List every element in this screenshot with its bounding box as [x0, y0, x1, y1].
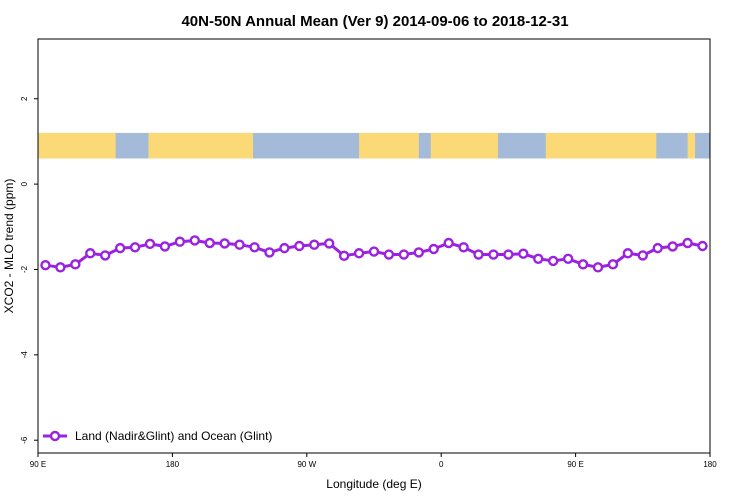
data-point — [458, 242, 469, 253]
chart-title: 40N-50N Annual Mean (Ver 9) 2014-09-06 t… — [181, 13, 568, 30]
y-tick-label: -6 — [20, 436, 29, 444]
data-point — [577, 259, 589, 270]
data-point — [697, 240, 708, 252]
data-point — [189, 235, 201, 246]
data-point — [667, 241, 678, 252]
data-point — [682, 237, 693, 249]
map-land — [687, 132, 696, 159]
y-tick-label: -4 — [20, 351, 29, 359]
data-point — [637, 250, 648, 261]
data-point — [324, 238, 335, 249]
map-land — [148, 132, 254, 159]
x-tick-label: 0 — [439, 460, 444, 469]
y-tick-label: 2 — [20, 96, 29, 101]
data-point — [503, 249, 514, 260]
data-point — [249, 242, 260, 253]
data-point — [533, 253, 544, 265]
data-point — [70, 259, 81, 270]
data-point — [85, 248, 96, 259]
data-point — [652, 242, 663, 254]
data-point — [383, 249, 395, 260]
series-layer — [40, 235, 708, 273]
x-tick-label: 90 W — [297, 460, 316, 469]
world-map-strip — [38, 132, 710, 159]
map-land — [359, 132, 419, 159]
data-point — [219, 238, 230, 249]
y-axis: 2 0 -2 -4 -6 — [20, 96, 38, 444]
map-land — [38, 132, 116, 159]
data-point — [368, 246, 380, 257]
legend-label: Land (Nadir&Glint) and Ocean (Glint) — [75, 429, 272, 443]
data-point — [159, 241, 171, 252]
legend: Land (Nadir&Glint) and Ocean (Glint) — [43, 429, 272, 443]
map-land — [430, 132, 498, 159]
data-point — [294, 240, 305, 252]
data-point — [204, 237, 215, 249]
y-tick-label: -2 — [20, 265, 29, 273]
data-point — [55, 262, 66, 273]
data-point — [443, 237, 454, 249]
data-point — [562, 253, 574, 265]
data-point — [518, 248, 529, 259]
data-point — [428, 243, 439, 255]
x-axis: 90 E 180 90 W 0 90 E 180 — [30, 453, 717, 469]
data-point — [279, 242, 290, 254]
data-point — [309, 239, 320, 250]
data-point — [174, 236, 186, 247]
map-land — [545, 132, 657, 159]
data-point — [234, 239, 245, 250]
x-tick-label: 90 E — [567, 460, 583, 469]
x-axis-label: Longitude (deg E) — [326, 477, 421, 491]
data-point — [99, 250, 111, 261]
data-point — [398, 249, 410, 260]
y-axis-label: XCO2 - MLO trend (ppm) — [2, 179, 16, 314]
x-tick-label: 90 E — [30, 460, 46, 469]
data-point — [338, 250, 350, 262]
data-point — [473, 249, 484, 260]
data-point — [264, 247, 275, 258]
data-point — [413, 247, 424, 258]
x-tick-label: 180 — [703, 460, 717, 469]
plot-frame — [37, 38, 711, 454]
data-point — [592, 262, 604, 273]
data-point — [353, 248, 365, 259]
data-point — [607, 259, 619, 270]
data-point — [622, 248, 634, 259]
x-tick-label: 180 — [166, 460, 180, 469]
data-point — [548, 255, 559, 267]
data-point — [129, 242, 141, 253]
data-point — [114, 242, 126, 254]
legend-marker — [49, 430, 61, 442]
data-point — [488, 249, 499, 260]
data-point — [144, 238, 156, 250]
y-tick-label: 0 — [20, 181, 29, 186]
data-point — [40, 260, 51, 271]
